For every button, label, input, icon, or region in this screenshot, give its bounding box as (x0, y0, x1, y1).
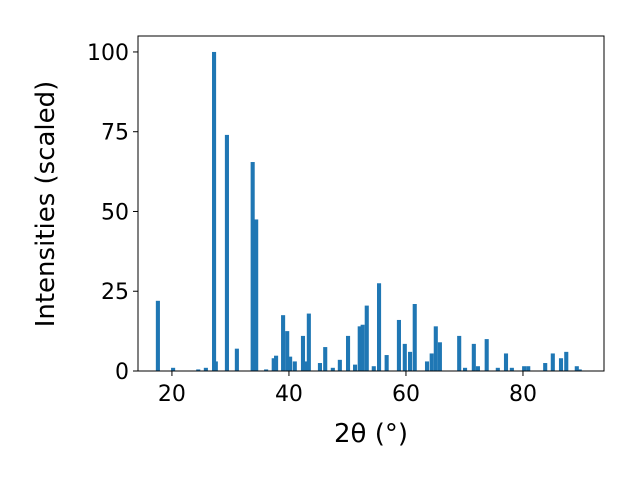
y-tick-label: 50 (101, 200, 129, 225)
bar (550, 353, 555, 371)
bar (543, 363, 548, 371)
bar (171, 367, 176, 371)
bar (484, 339, 489, 371)
bar (274, 355, 279, 371)
bar (463, 367, 468, 371)
x-axis-label: 2θ (°) (334, 419, 408, 449)
bar (433, 326, 438, 371)
bar (353, 364, 358, 371)
bar (364, 305, 369, 371)
bar (254, 219, 259, 371)
bar (300, 335, 306, 371)
bar (212, 51, 217, 371)
bar (213, 361, 218, 371)
bar (196, 369, 201, 371)
bar (371, 366, 376, 371)
bar (224, 134, 229, 371)
bar (281, 315, 286, 371)
bar (317, 363, 323, 371)
bar (471, 343, 476, 371)
bar (457, 335, 462, 371)
bar (292, 361, 297, 371)
bar (337, 359, 342, 371)
bar (303, 361, 308, 371)
bar (360, 324, 365, 371)
bar (345, 335, 351, 371)
x-tick-label: 80 (509, 382, 537, 407)
y-tick-label: 75 (101, 121, 129, 146)
bar (424, 361, 430, 371)
bar (522, 366, 527, 371)
bar (357, 326, 362, 371)
y-tick-label: 0 (115, 360, 129, 385)
bar (574, 366, 579, 371)
bar (250, 162, 255, 371)
bar (285, 331, 290, 371)
bar (384, 355, 389, 371)
bar (564, 351, 569, 371)
x-tick-label: 60 (392, 382, 420, 407)
y-axis-label: Intensities (scaled) (31, 81, 61, 328)
bar (495, 367, 500, 371)
bar (412, 304, 417, 371)
bar (475, 366, 480, 371)
bar (203, 367, 208, 371)
y-tick-label: 25 (101, 280, 129, 305)
bar (402, 343, 407, 371)
bar (264, 369, 269, 371)
bar (577, 369, 582, 371)
bar (376, 283, 382, 371)
bar (503, 353, 509, 371)
bar (526, 366, 531, 371)
bar (408, 351, 413, 371)
bar (271, 358, 276, 371)
bar (234, 348, 239, 371)
y-tick-label: 100 (87, 41, 129, 66)
bar (429, 353, 434, 371)
x-tick-label: 40 (275, 382, 303, 407)
bar (155, 300, 160, 371)
bar (509, 367, 514, 371)
bar (396, 319, 401, 371)
bar (323, 347, 328, 371)
bar (330, 367, 335, 371)
plot-frame (137, 35, 605, 372)
bar (437, 342, 442, 371)
bar (306, 313, 311, 371)
bar (558, 358, 564, 371)
bar (288, 356, 293, 371)
x-tick-label: 20 (158, 382, 186, 407)
